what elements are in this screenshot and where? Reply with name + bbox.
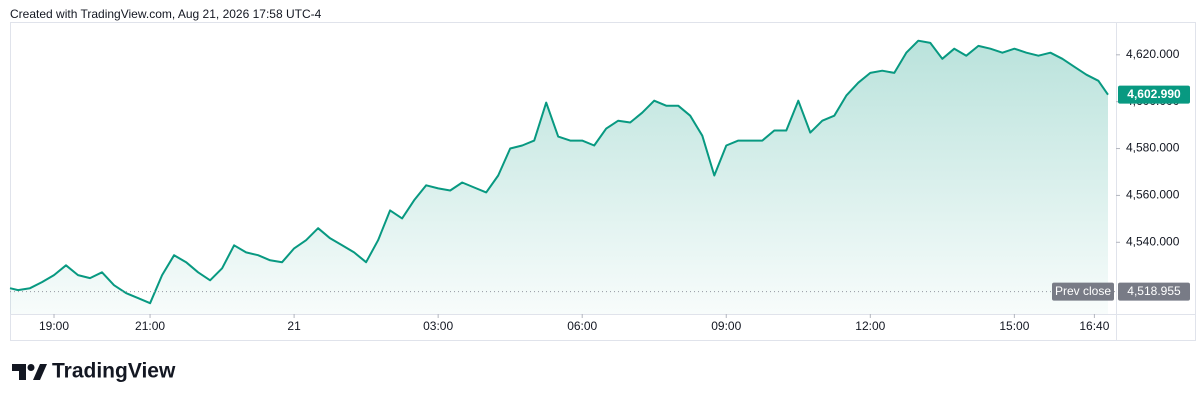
y-tick-label: 4,540.000: [1126, 234, 1180, 248]
prev-close-name-box: [1052, 282, 1114, 301]
last-price-label: 4,602.990: [1127, 87, 1181, 101]
prev-close-value-box: [1118, 282, 1190, 301]
caption: Created with TradingView.com, Aug 21, 20…: [10, 7, 322, 21]
watermark: TradingView: [52, 360, 176, 383]
x-tick-label: 15:00: [999, 319, 1029, 333]
pane-border: [10, 22, 1196, 341]
x-tick-label: 06:00: [567, 319, 597, 333]
x-tick-label: 03:00: [423, 319, 453, 333]
prev-close-value: 4,518.955: [1127, 284, 1181, 298]
last-price-box: [1118, 85, 1190, 104]
y-tick-label: 4,620.000: [1126, 47, 1180, 61]
x-tick-label: 16:40: [1079, 319, 1109, 333]
logo: [12, 364, 47, 380]
y-tick-label: 4,580.000: [1126, 141, 1180, 155]
y-tick-label: 4,560.000: [1126, 188, 1180, 202]
price-line: [9, 39, 1109, 305]
prev-close-name: Prev close: [1055, 284, 1111, 298]
x-tick-label: 09:00: [711, 319, 741, 333]
x-tick-label: 19:00: [39, 319, 69, 333]
area-fill: [10, 40, 1108, 314]
x-tick-label: 12:00: [855, 319, 885, 333]
x-tick-label: 21:00: [135, 319, 165, 333]
x-tick-label: 21: [287, 319, 301, 333]
